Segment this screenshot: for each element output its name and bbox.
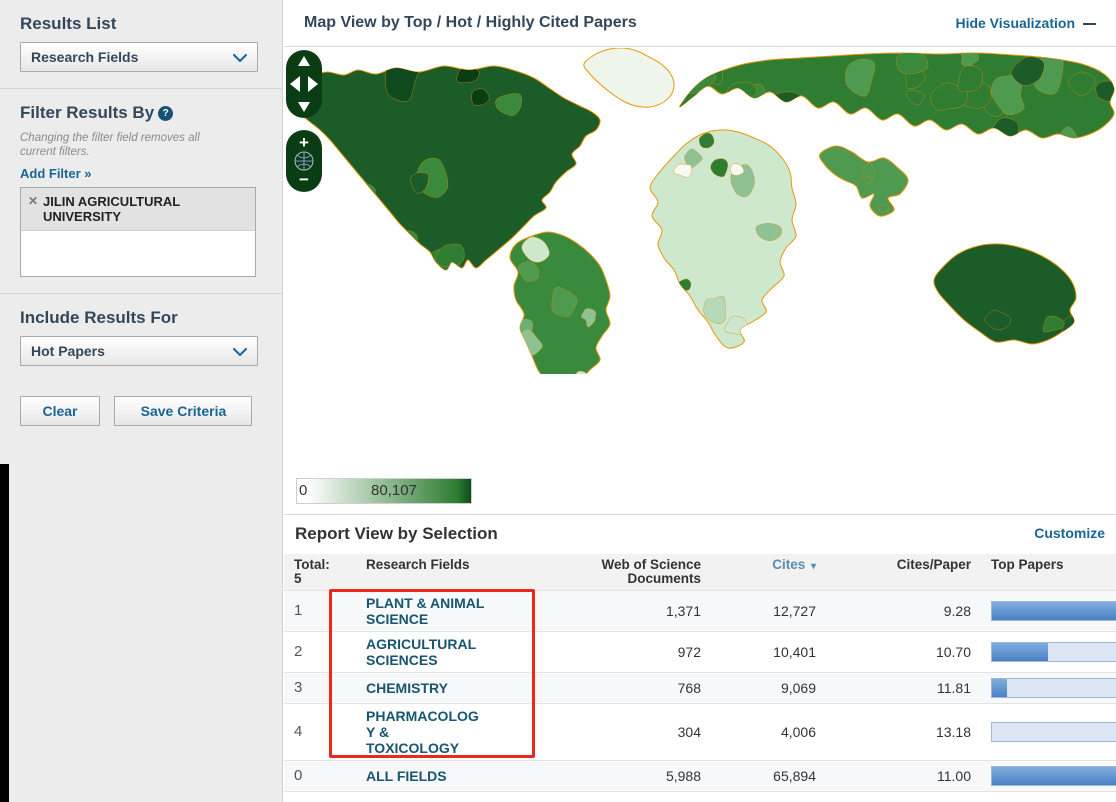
svg-text:+: + bbox=[299, 133, 309, 152]
svg-text:−: − bbox=[299, 170, 309, 189]
